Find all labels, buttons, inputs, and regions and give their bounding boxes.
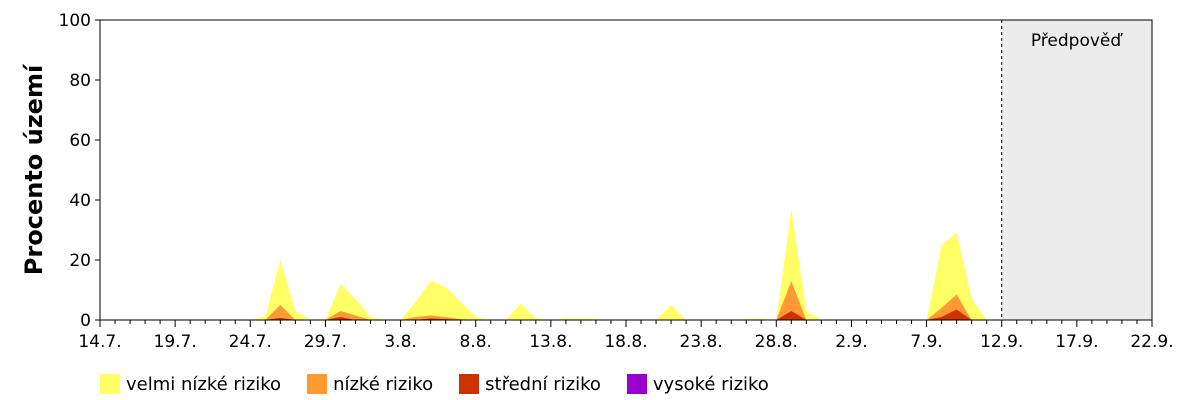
legend-item: střední riziko xyxy=(459,374,601,395)
legend-label: velmi nízké riziko xyxy=(126,373,282,395)
x-tick-label: 13.8. xyxy=(529,332,572,352)
x-tick-label: 24.7. xyxy=(229,332,272,352)
y-tick-label: 40 xyxy=(69,191,91,211)
series-area-1 xyxy=(100,209,1002,320)
plot-frame xyxy=(99,19,1153,321)
legend-label: vysoké riziko xyxy=(652,373,769,395)
x-tick-label: 29.7. xyxy=(304,332,347,352)
y-tick-label: 60 xyxy=(69,131,91,151)
x-tick-label: 22.9. xyxy=(1130,332,1173,352)
legend-item: nízké riziko xyxy=(307,374,433,395)
x-tick-label: 17.9. xyxy=(1055,332,1098,352)
legend-swatch xyxy=(100,374,120,394)
forecast-label: Předpověď xyxy=(1031,31,1124,51)
legend-swatch xyxy=(459,374,480,394)
x-tick-label: 7.9. xyxy=(910,332,942,352)
series-area-3 xyxy=(100,309,1002,320)
legend-item: vysoké riziko xyxy=(626,373,769,395)
y-tick-label: 100 xyxy=(59,11,91,31)
y-axis-label: Procento území xyxy=(20,63,48,275)
y-tick-label: 0 xyxy=(80,311,91,331)
x-tick-label: 18.8. xyxy=(604,332,647,352)
x-tick-label: 2.9. xyxy=(835,332,867,352)
y-tick-label: 80 xyxy=(69,71,91,91)
chart-legend: velmi nízké riziko nízké riziko střední ri… xyxy=(100,370,795,398)
x-tick-label: 3.8. xyxy=(384,332,416,352)
x-tick-label: 8.8. xyxy=(459,332,491,352)
x-tick-label: 12.9. xyxy=(980,332,1023,352)
legend-item: velmi nízké riziko xyxy=(100,374,281,395)
x-tick-label: 19.7. xyxy=(154,332,197,352)
risk-area-chart: 0 20 40 60 80 100 14.7. 19.7. 24.7. 29.7. 3.8. 8.8.… xyxy=(20,11,1174,352)
x-tick-label: 14.7. xyxy=(78,332,121,352)
legend-label: nízké riziko xyxy=(333,373,434,395)
legend-swatch xyxy=(626,374,647,394)
x-tick-label: 28.8. xyxy=(755,332,798,352)
legend-label: střední riziko xyxy=(485,373,601,395)
x-tick-label: 23.8. xyxy=(680,332,723,352)
legend-swatch xyxy=(307,374,328,394)
y-tick-label: 20 xyxy=(69,251,91,271)
forecast-region xyxy=(1001,20,1152,320)
series-area-2 xyxy=(100,281,1002,320)
